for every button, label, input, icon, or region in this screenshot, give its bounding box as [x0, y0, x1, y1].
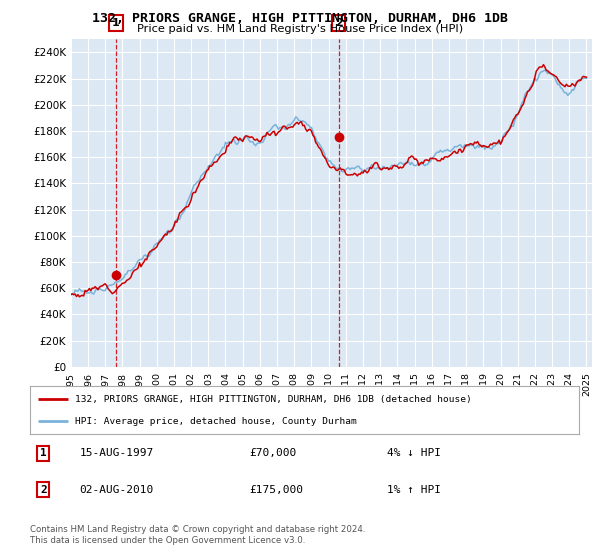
Text: HPI: Average price, detached house, County Durham: HPI: Average price, detached house, Coun… — [75, 417, 357, 426]
Text: 2: 2 — [40, 485, 47, 494]
Text: 15-AUG-1997: 15-AUG-1997 — [79, 449, 154, 459]
Text: 4% ↓ HPI: 4% ↓ HPI — [387, 449, 441, 459]
Text: 132, PRIORS GRANGE, HIGH PITTINGTON, DURHAM, DH6 1DB (detached house): 132, PRIORS GRANGE, HIGH PITTINGTON, DUR… — [75, 395, 472, 404]
Text: 1% ↑ HPI: 1% ↑ HPI — [387, 485, 441, 494]
Text: Price paid vs. HM Land Registry's House Price Index (HPI): Price paid vs. HM Land Registry's House … — [137, 24, 463, 34]
Text: 1: 1 — [112, 18, 120, 28]
Text: 1: 1 — [40, 449, 47, 459]
Text: £175,000: £175,000 — [250, 485, 304, 494]
Text: 02-AUG-2010: 02-AUG-2010 — [79, 485, 154, 494]
Text: 132, PRIORS GRANGE, HIGH PITTINGTON, DURHAM, DH6 1DB: 132, PRIORS GRANGE, HIGH PITTINGTON, DUR… — [92, 12, 508, 25]
Text: £70,000: £70,000 — [250, 449, 297, 459]
Text: Contains HM Land Registry data © Crown copyright and database right 2024.
This d: Contains HM Land Registry data © Crown c… — [30, 525, 365, 545]
Text: 2: 2 — [335, 18, 343, 28]
